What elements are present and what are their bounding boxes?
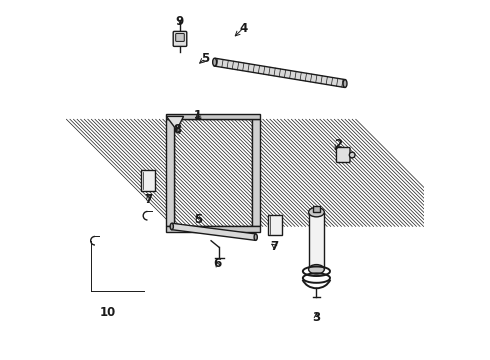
Text: 4: 4 [239, 22, 247, 35]
Text: 3: 3 [313, 311, 320, 324]
Text: 6: 6 [213, 257, 221, 270]
Ellipse shape [170, 223, 173, 230]
Ellipse shape [309, 265, 324, 274]
Text: 2: 2 [334, 138, 342, 151]
FancyBboxPatch shape [337, 148, 350, 162]
Ellipse shape [343, 80, 347, 87]
Bar [252, 119, 260, 226]
FancyBboxPatch shape [173, 31, 187, 46]
Ellipse shape [254, 234, 257, 240]
Bar [166, 119, 173, 226]
Bar [173, 119, 252, 226]
Bar [166, 113, 260, 119]
FancyBboxPatch shape [176, 33, 184, 41]
Polygon shape [167, 116, 184, 130]
Text: 7: 7 [270, 240, 278, 253]
Ellipse shape [213, 58, 217, 66]
Bar [309, 212, 324, 269]
Ellipse shape [309, 207, 324, 217]
Text: 5: 5 [194, 213, 202, 226]
Text: 1: 1 [194, 109, 202, 122]
Text: 10: 10 [99, 306, 116, 319]
Text: 9: 9 [176, 14, 184, 27]
Bar [142, 170, 155, 191]
Text: 7: 7 [145, 193, 152, 206]
Text: 8: 8 [173, 123, 181, 136]
Text: 5: 5 [201, 52, 209, 65]
Ellipse shape [349, 152, 355, 158]
Bar [313, 206, 320, 212]
Polygon shape [172, 223, 256, 240]
Bar [166, 226, 260, 232]
Polygon shape [214, 58, 345, 87]
Bar [268, 215, 282, 235]
Bar [173, 119, 252, 226]
